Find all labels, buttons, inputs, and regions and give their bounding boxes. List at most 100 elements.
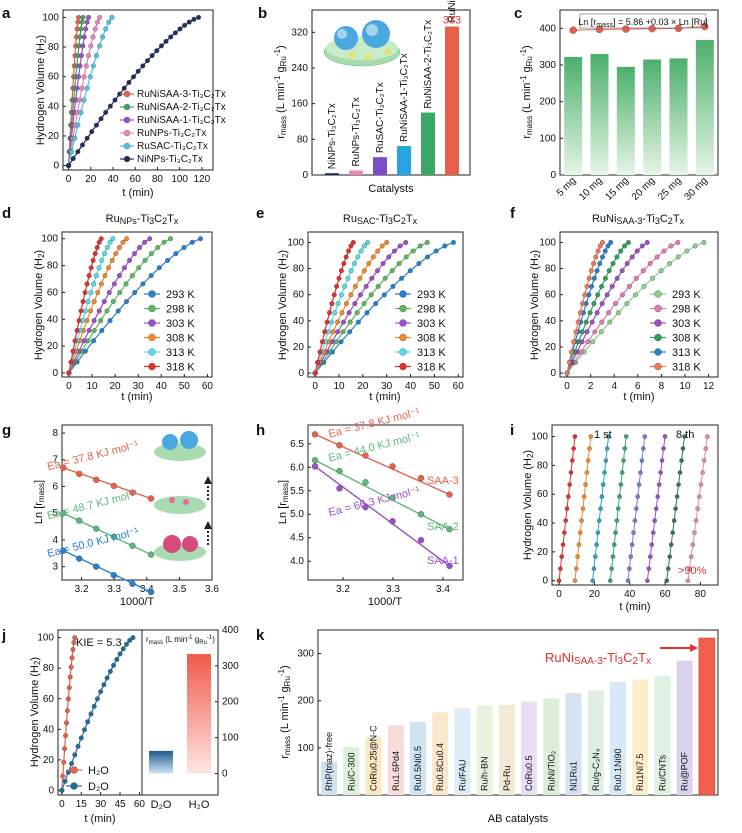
data-point-g [147, 551, 155, 558]
cycle-point-i [578, 530, 583, 535]
series-d-1-point [148, 251, 154, 257]
series-d-1-point [104, 308, 110, 314]
series-a-3-point [97, 14, 103, 20]
bar-k [432, 712, 449, 795]
series-a-5-point [177, 26, 183, 32]
bar-b [445, 26, 459, 175]
cycle-point-i [619, 470, 625, 475]
x-axis-label-d: t (min) [121, 391, 152, 403]
y-tick-label: 200 [539, 97, 556, 108]
bar-k [498, 704, 515, 795]
series-d-0-point [173, 251, 179, 257]
series-e-2-point [335, 329, 341, 335]
series-d-2-point [96, 308, 102, 314]
series-f-5-point [569, 349, 574, 355]
plot-frame-j-right [141, 629, 219, 796]
series-d-1-point [161, 239, 167, 245]
series-f-5-point [595, 248, 601, 254]
cycle-point-i [580, 506, 586, 511]
series-f-2-point [589, 319, 595, 325]
y-tick-label: 400 [539, 23, 556, 34]
bar-label-b: NiNPs-Ti₃C₂Tx [327, 103, 338, 169]
y-axis-label-b: rmass (L min-1 gRu-1) [273, 45, 288, 138]
x-tick-label: 80 [152, 174, 164, 185]
legend-label-d: 313 K [166, 347, 195, 359]
series-e-2-point [346, 310, 352, 316]
x-tick-label: 3.3 [107, 584, 121, 595]
series-f-5-point [564, 370, 570, 376]
y-tick-label: 0 [298, 368, 304, 379]
x-axis-label-e: t (min) [369, 391, 400, 403]
series-f-2-point [614, 275, 620, 281]
series-a-3-point [86, 53, 92, 59]
series-d-2-point [137, 245, 143, 250]
data-point-h [417, 474, 425, 482]
legend-marker-e [399, 304, 407, 313]
series-a-5-point [149, 53, 155, 59]
series-a-2-point [83, 26, 89, 32]
data-point-h [389, 518, 396, 525]
category-label-c: 15 mg [604, 175, 631, 202]
y-axis-label-e: Hydrogen Volume (H2) [277, 250, 290, 360]
bar-label-k: Ru/C-300 [346, 752, 356, 791]
bar-k [565, 693, 582, 795]
legend-marker-f [654, 362, 662, 371]
legend-marker-e [399, 348, 407, 356]
data-point-h [311, 457, 319, 464]
bar-label-k: Pd-Ru [502, 765, 512, 791]
cycle-point-i [628, 554, 633, 559]
y-tick-label: 5 [52, 508, 58, 519]
cycle-point-i [627, 566, 632, 571]
series-f-0-point [624, 301, 630, 307]
series-f-0-point [684, 248, 690, 254]
series-a-2-point [76, 74, 82, 80]
legend-label-e: 308 K [417, 333, 446, 345]
series-e-3-point [348, 292, 354, 298]
series-f-5-point [591, 261, 597, 267]
annotation-retention: >90% [678, 565, 707, 577]
series-e-2-point [380, 261, 386, 267]
series-f-5-point [566, 359, 572, 365]
plot-frame-a [62, 9, 214, 171]
x-axis-label-j: t (min) [84, 813, 115, 825]
series-j-0-point [67, 674, 73, 680]
y-tick-label: 20 [47, 341, 59, 352]
x-tick-label: 0 [312, 381, 318, 392]
data-point-g [60, 464, 67, 471]
series-f-3-point [602, 275, 608, 281]
series-f-2-point [584, 329, 590, 335]
highlight-annotation-k: RuNiSAA-3-Ti3C2Tx [545, 650, 651, 667]
series-a-3-point [88, 43, 94, 49]
series-d-0-point [124, 299, 129, 305]
series-a-4-point [100, 34, 106, 40]
series-d-4-point [107, 239, 113, 245]
series-e-1-point [424, 240, 430, 245]
series-e-3-point [361, 268, 367, 274]
fit-point-c [674, 24, 683, 32]
cycle-point-i [662, 434, 668, 439]
x-tick-label: 30 [95, 799, 107, 810]
series-j-0-point [69, 655, 75, 661]
cycle-point-i [594, 542, 599, 547]
series-d-4-point [88, 290, 94, 295]
cycle-point-i [584, 470, 590, 475]
series-e-5-point [329, 301, 335, 307]
cycle-point-i [703, 446, 709, 451]
series-e-1-point [354, 310, 360, 316]
plot-frame-i [551, 424, 719, 586]
x-tick-label: 40 [624, 589, 636, 600]
y-tick-label: 20 [537, 547, 549, 558]
series-e-0-point [364, 310, 370, 316]
series-a-4-point [106, 19, 112, 25]
series-e-2-point [369, 275, 375, 281]
series-a-0-point [76, 14, 82, 20]
series-e-3-point [352, 283, 358, 289]
bar-k [654, 676, 671, 795]
bar-k [321, 762, 338, 795]
legend-label-e: 313 K [417, 347, 446, 359]
series-e-1-point [389, 268, 395, 274]
y-tick-label: 0 [550, 170, 556, 181]
x-tick-label: 4 [611, 381, 617, 392]
panel-e: e RuSAC-Ti3C2Tx Hydrogen Volume (H2) t (… [256, 205, 464, 403]
